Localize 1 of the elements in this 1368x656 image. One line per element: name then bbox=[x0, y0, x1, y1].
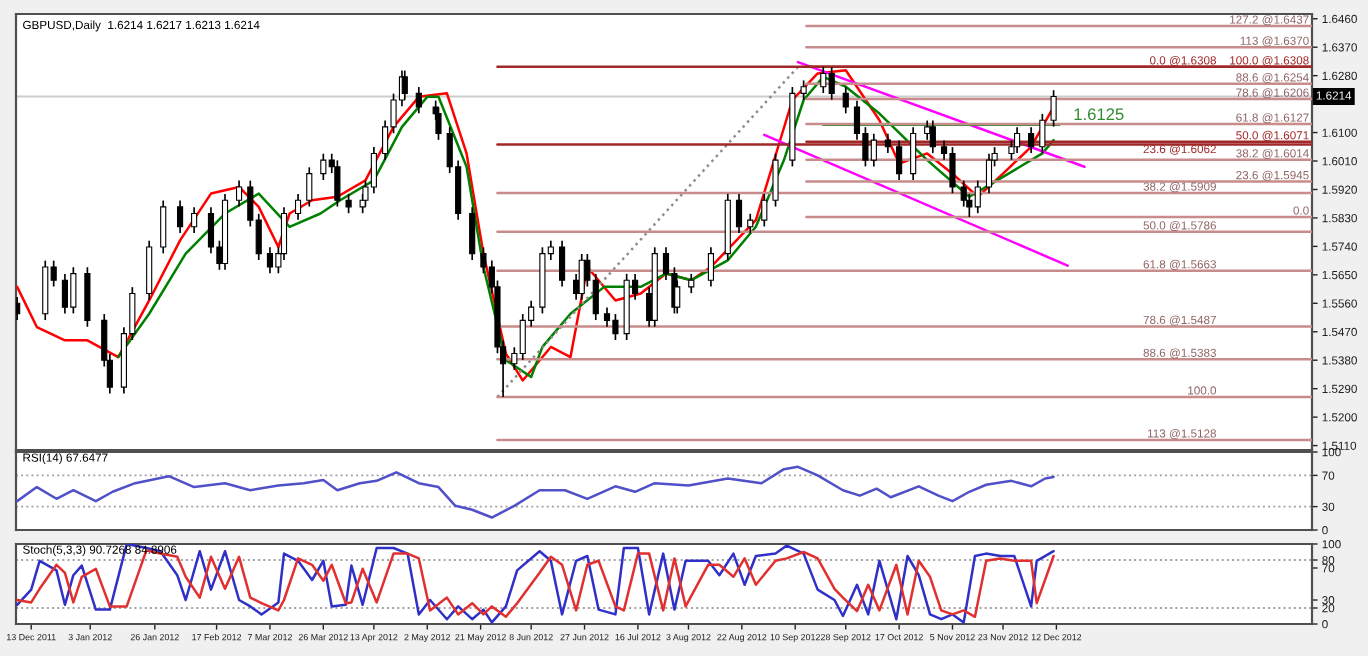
series-label: 1.6125 bbox=[1074, 108, 1124, 121]
